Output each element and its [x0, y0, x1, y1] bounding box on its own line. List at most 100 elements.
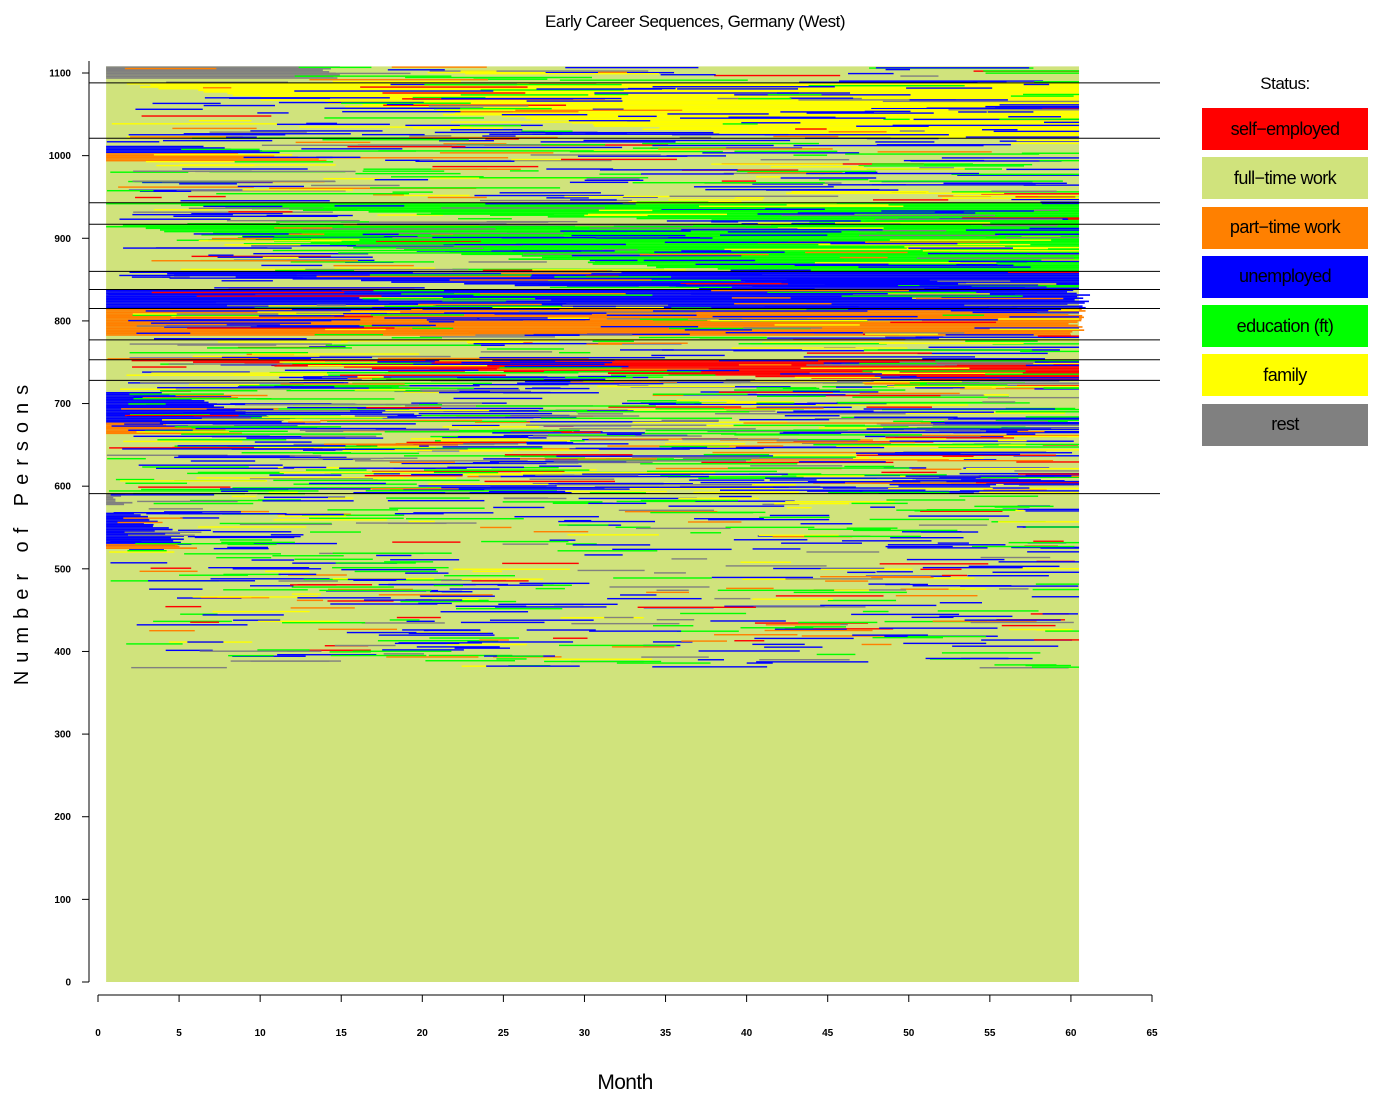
seq-row [642, 128, 1080, 131]
seq-spell [874, 375, 917, 378]
seq-spell [788, 241, 1000, 243]
seq-spell [971, 545, 1075, 548]
seq-spell [620, 594, 657, 596]
seq-spell [836, 386, 873, 388]
seq-spell [645, 429, 835, 432]
seq-spell [560, 230, 691, 232]
seq-spell [486, 665, 580, 667]
seq-spell [841, 295, 1023, 297]
seq-spell [475, 405, 656, 407]
seq-spell [546, 168, 614, 170]
seq-spell [552, 502, 613, 504]
seq-spell [562, 490, 667, 493]
seq-spell [586, 343, 623, 345]
y-tick-label: 800 [54, 316, 71, 327]
seq-spell [124, 531, 202, 533]
seq-spell [129, 352, 309, 354]
seq-spell [453, 397, 543, 400]
seq-spell [204, 97, 390, 99]
seq-spell [736, 170, 876, 173]
seq-spell [960, 387, 1080, 390]
state-block-12 [106, 153, 327, 162]
x-tick-label: 45 [822, 1028, 834, 1039]
seq-spell [913, 118, 1080, 121]
seq-spell [828, 491, 950, 494]
seq-spell [757, 213, 855, 215]
seq-spell [916, 257, 1074, 259]
seq-row [514, 284, 1080, 287]
seq-spell [473, 78, 548, 80]
seq-row [106, 327, 1069, 330]
seq-spell [369, 187, 561, 189]
seq-spell [184, 553, 282, 555]
seq-spell [859, 234, 999, 237]
seq-row [193, 361, 1080, 363]
seq-spell [806, 364, 945, 366]
seq-spell [789, 97, 854, 99]
seq-row [106, 324, 1078, 327]
seq-spell [135, 196, 162, 199]
seq-spell [332, 566, 449, 569]
seq-row [106, 412, 246, 415]
seq-spell [677, 88, 799, 90]
seq-spell [228, 654, 274, 657]
seq-spell [765, 624, 841, 626]
seq-spell [153, 620, 232, 623]
seq-spell [122, 448, 314, 450]
seq-spell [848, 72, 894, 75]
seq-row [247, 238, 1080, 241]
seq-spell [119, 274, 297, 277]
seq-spell [148, 508, 203, 510]
seq-spell [974, 327, 1080, 329]
seq-spell [135, 108, 203, 110]
seq-spell [234, 161, 334, 163]
y-tick-label: 200 [54, 812, 71, 823]
seq-spell [353, 579, 397, 581]
seq-spell [958, 283, 1057, 285]
seq-spell [1034, 81, 1080, 83]
seq-spell [362, 297, 536, 300]
seq-spell [1025, 364, 1080, 367]
seq-spell [911, 616, 954, 619]
seq-spell [598, 342, 688, 344]
seq-spell [400, 210, 571, 212]
seq-spell [806, 172, 980, 175]
seq-spell [637, 606, 756, 608]
seq-spell [703, 228, 798, 230]
seq-spell [352, 650, 452, 652]
seq-spell [153, 154, 293, 156]
seq-row [106, 538, 184, 541]
seq-spell [269, 371, 487, 374]
seq-spell [291, 308, 412, 310]
seq-spell [482, 135, 516, 137]
seq-spell [926, 107, 1043, 109]
seq-spell [445, 492, 470, 494]
seq-spell [799, 81, 978, 83]
seq-row [571, 121, 1080, 124]
seq-spell [785, 578, 883, 580]
seq-row [755, 375, 1080, 378]
seq-row [106, 528, 173, 531]
seq-spell [856, 412, 1066, 414]
seq-spell [291, 586, 394, 588]
seq-spell [785, 192, 1005, 194]
seq-spell [612, 548, 732, 551]
seq-spell [118, 186, 254, 188]
seq-spell [239, 523, 333, 526]
seq-spell [756, 395, 826, 397]
seq-spell [288, 421, 321, 423]
seq-spell [856, 125, 929, 127]
seq-spell [419, 159, 612, 162]
seq-spell [363, 168, 488, 170]
seq-spell [992, 571, 1080, 573]
seq-spell [805, 251, 908, 254]
seq-spell [1039, 159, 1080, 162]
seq-spell [885, 336, 944, 338]
seq-spell [412, 327, 454, 330]
seq-spell [895, 594, 978, 597]
seq-spell [327, 509, 399, 511]
seq-spell [294, 90, 494, 92]
seq-spell [378, 299, 552, 301]
seq-spell [998, 561, 1080, 563]
seq-spell [164, 511, 241, 513]
